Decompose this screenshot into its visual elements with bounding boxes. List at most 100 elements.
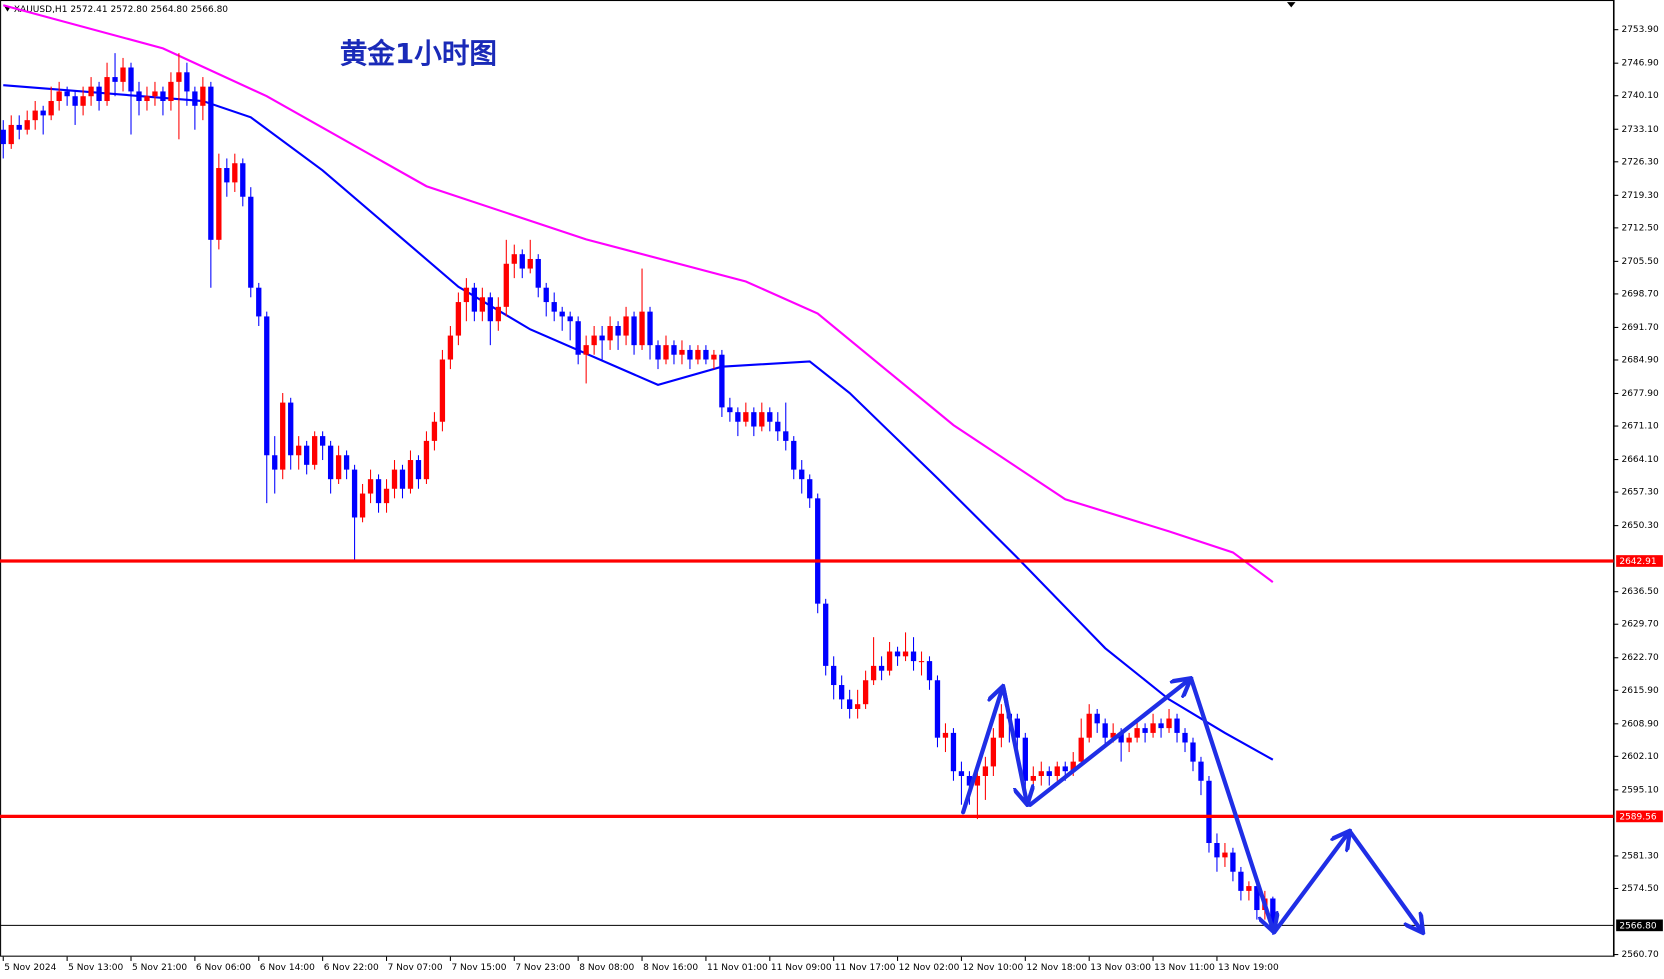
candle-body — [783, 431, 789, 441]
candle-body — [8, 124, 14, 145]
candle-body — [1038, 771, 1044, 776]
candle-body — [80, 96, 86, 106]
y-tick-label: 2581.30 — [1621, 851, 1659, 861]
y-tick-label: 2733.10 — [1621, 125, 1659, 135]
arrow — [961, 688, 1002, 815]
candle-body — [1166, 718, 1172, 729]
candle-body — [96, 86, 102, 102]
x-tick-label: 11 Nov 17:00 — [835, 963, 896, 973]
candle-body — [463, 287, 470, 303]
level-label-box — [1616, 555, 1663, 567]
candle-body — [591, 335, 597, 346]
candle-body — [280, 402, 286, 470]
candle-body — [407, 460, 414, 489]
candle-body — [184, 72, 190, 92]
candle-body — [1062, 766, 1068, 772]
x-tick-label: 7 Nov 07:00 — [388, 963, 443, 973]
candle-body — [455, 302, 462, 336]
candle-body — [671, 345, 677, 355]
candle-body — [1118, 732, 1124, 743]
candle-body — [16, 124, 22, 130]
candle-body — [479, 297, 485, 312]
candle-body — [160, 91, 166, 102]
x-tick-label: 5 Nov 2024 — [4, 963, 56, 973]
candle-body — [854, 704, 861, 709]
candle-body — [104, 77, 110, 102]
candle-body — [623, 316, 629, 336]
y-tick-label: 2677.90 — [1621, 389, 1659, 399]
x-tick-label: 13 Nov 19:00 — [1218, 963, 1279, 973]
candle-body — [224, 168, 230, 183]
candle-body — [335, 455, 342, 480]
candle-body — [527, 258, 533, 269]
x-tick-label: 11 Nov 09:00 — [771, 963, 832, 973]
y-tick-label: 2746.90 — [1621, 59, 1659, 69]
candle-body — [327, 445, 334, 480]
candle-body — [607, 326, 613, 341]
candle-body — [998, 713, 1005, 738]
candle-body — [48, 101, 54, 116]
candle-body — [367, 479, 374, 494]
candle-body — [319, 436, 326, 446]
candle-body — [894, 651, 901, 657]
candle-body — [1046, 771, 1052, 776]
candle-body — [495, 306, 501, 322]
y-tick-label: 2691.70 — [1621, 323, 1659, 333]
level-label-box — [1616, 810, 1663, 823]
y-tick-label: 2740.10 — [1621, 91, 1659, 101]
candle-body — [759, 412, 765, 427]
level-label: 2589.56 — [1619, 812, 1657, 822]
candle-body — [519, 254, 525, 269]
candle-body — [751, 412, 757, 427]
candle-body — [886, 651, 893, 671]
candle-body — [559, 311, 565, 317]
candle-body — [719, 354, 725, 408]
candle-body — [687, 349, 693, 360]
x-tick-label: 12 Nov 10:00 — [962, 963, 1023, 973]
candle-body — [799, 469, 805, 480]
candle-body — [375, 479, 382, 504]
candle-body — [815, 498, 821, 604]
candle-body — [910, 651, 917, 662]
candle-body — [1134, 728, 1140, 738]
level-label: 2642.91 — [1619, 557, 1656, 567]
candle-body — [128, 67, 134, 92]
candle-body — [304, 445, 310, 465]
candle-body — [399, 469, 406, 489]
candle-body — [767, 412, 773, 422]
candle-body — [631, 316, 637, 346]
candle-body — [439, 359, 446, 422]
candle-body — [144, 96, 150, 102]
candle-body — [1078, 737, 1084, 762]
candle-body — [711, 354, 717, 360]
annotation-arrows — [961, 680, 1422, 933]
x-tick-label: 6 Nov 22:00 — [324, 963, 379, 973]
candle-body — [1254, 886, 1260, 911]
arrow — [1027, 680, 1189, 807]
candle-body — [1214, 843, 1220, 858]
candle-body — [296, 445, 302, 456]
candle-body — [743, 412, 749, 422]
candle-body — [663, 345, 669, 360]
candle-body — [990, 737, 997, 767]
moving-average — [2, 4, 1274, 583]
y-tick-label: 2595.10 — [1621, 785, 1659, 795]
y-tick-label: 2608.90 — [1621, 719, 1659, 729]
candle-body — [511, 254, 517, 264]
x-tick-label: 13 Nov 11:00 — [1154, 963, 1215, 973]
candle-body — [192, 91, 198, 106]
x-tick-label: 7 Nov 23:00 — [515, 963, 570, 973]
y-tick-label: 2698.70 — [1621, 289, 1659, 299]
candle-body — [40, 110, 46, 116]
y-tick-label: 2650.30 — [1621, 521, 1659, 531]
candle-body — [120, 67, 126, 82]
chart-title: 黄金1小时图 — [340, 37, 497, 70]
candle-body — [503, 263, 509, 307]
candle-body — [423, 440, 430, 480]
candle-body — [415, 460, 422, 480]
y-tick-label: 2719.30 — [1621, 191, 1659, 201]
shift-marker — [1286, 2, 1296, 8]
candle-body — [958, 771, 965, 776]
candle-body — [950, 732, 957, 772]
